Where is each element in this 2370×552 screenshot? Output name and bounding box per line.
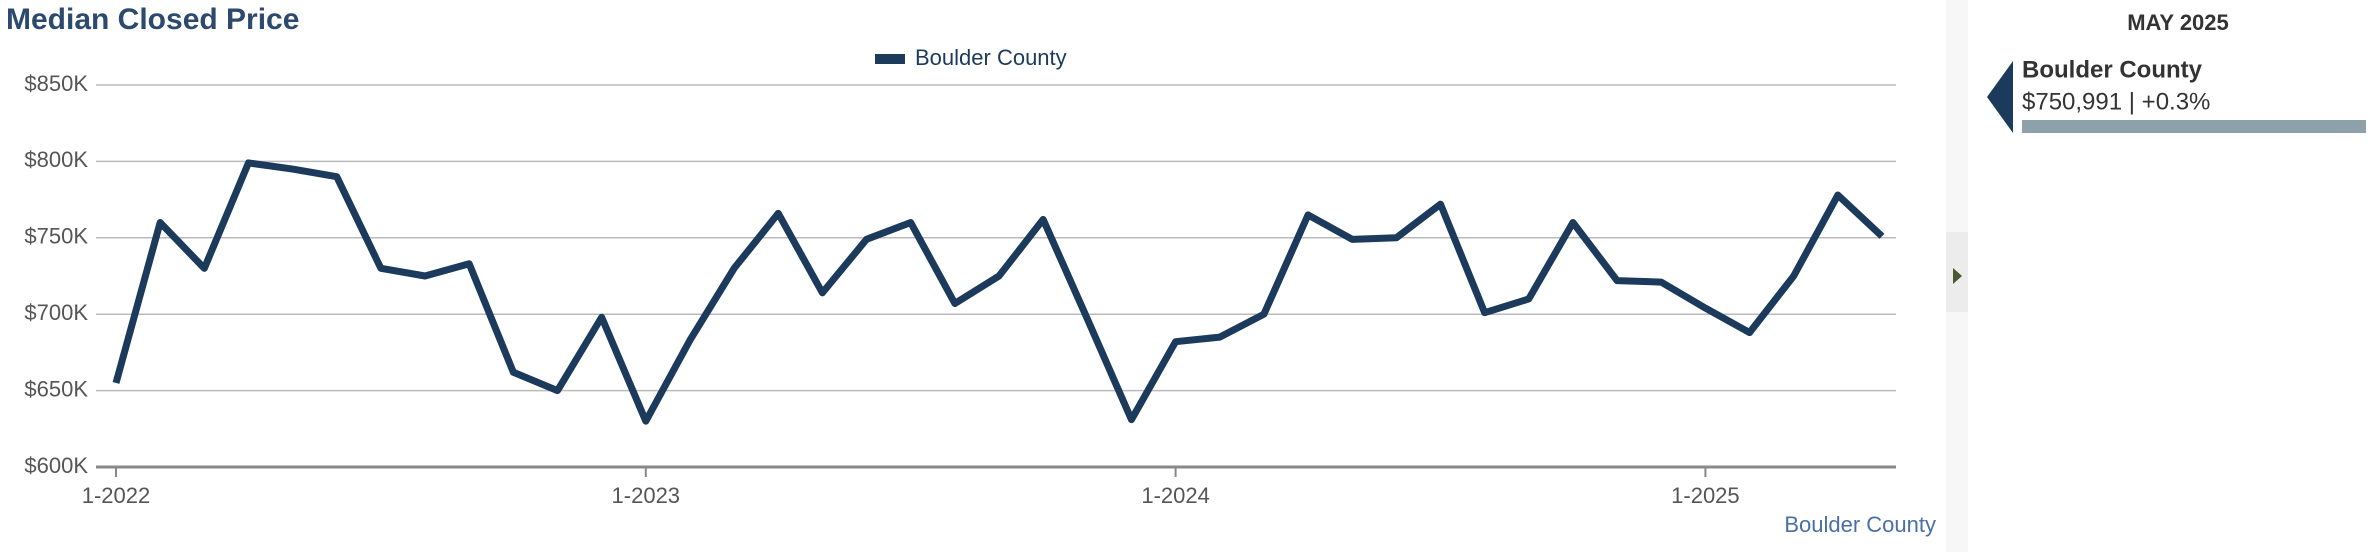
x-tick-label: 1-2022 (82, 483, 151, 508)
y-tick-label: $750K (24, 224, 88, 249)
y-tick-label: $850K (24, 71, 88, 96)
legend-swatch (875, 54, 905, 64)
panel-pointer (1987, 61, 2013, 133)
chart-title: Median Closed Price (6, 3, 299, 36)
panel-period: MAY 2025 (2127, 10, 2229, 35)
toggle-arrow[interactable] (1953, 268, 1962, 284)
panel-bar (2022, 120, 2366, 133)
x-tick-label: 1-2025 (1671, 483, 1740, 508)
y-tick-label: $700K (24, 300, 88, 325)
panel-name: Boulder County (2022, 56, 2203, 83)
x-tick-label: 1-2024 (1141, 483, 1210, 508)
y-tick-label: $800K (24, 147, 88, 172)
y-tick-label: $600K (24, 453, 88, 478)
y-tick-label: $650K (24, 376, 88, 401)
panel-detail: $750,991 | +0.3% (2022, 88, 2210, 115)
x-tick-label: 1-2023 (612, 483, 681, 508)
legend-label: Boulder County (915, 45, 1067, 70)
series-line (112, 159, 1885, 425)
footer-label: Boulder County (1784, 512, 1936, 537)
